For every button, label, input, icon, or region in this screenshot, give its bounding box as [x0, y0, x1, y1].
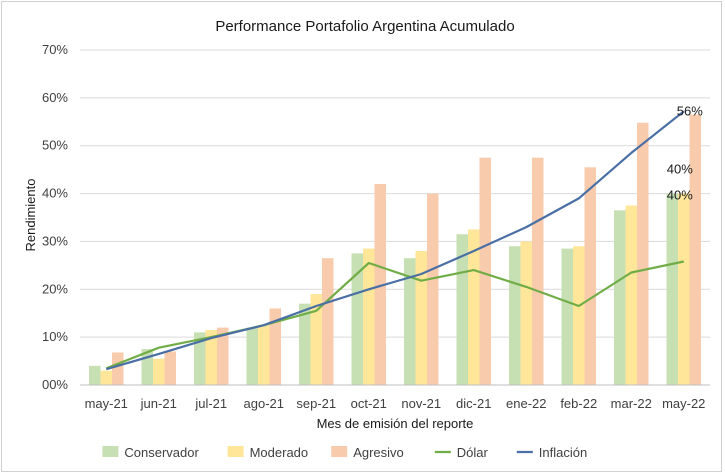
bar-conservador — [666, 193, 678, 385]
bar-conservador — [351, 253, 363, 385]
legend-label: Inflación — [539, 445, 587, 460]
bar-agresivo — [374, 184, 386, 385]
bar-agresivo — [532, 157, 544, 385]
bar-agresivo — [217, 327, 229, 385]
legend-swatch — [227, 446, 244, 457]
x-axis-title: Mes de emisión del reporte — [317, 416, 474, 431]
x-tick-label: oct-21 — [351, 396, 387, 411]
legend-label: Conservador — [124, 445, 199, 460]
x-tick-label: dic-21 — [456, 396, 491, 411]
y-tick-label: 60% — [42, 90, 68, 105]
bar-moderado — [310, 294, 322, 385]
data-labels: 56% 40% 40% — [667, 103, 703, 202]
chart-title: Performance Portafolio Argentina Acumula… — [215, 18, 514, 35]
legend-swatch — [331, 446, 348, 457]
bar-conservador — [246, 327, 258, 385]
x-tick-label: may-22 — [662, 396, 705, 411]
legend: Conservador Moderado Agresivo Dólar Inflació… — [102, 445, 587, 460]
bar-conservador — [194, 332, 206, 385]
x-tick-label: ago-21 — [244, 396, 284, 411]
x-tick-label: may-21 — [85, 396, 128, 411]
bar-conservador — [141, 349, 153, 385]
bar-conservador — [89, 365, 101, 385]
bar-moderado — [363, 248, 375, 385]
bar-agresivo — [164, 351, 176, 385]
line-dólar — [105, 260, 685, 370]
bar-agresivo — [689, 114, 701, 385]
x-tick-label: sep-21 — [296, 396, 336, 411]
data-label: 56% — [677, 103, 703, 118]
bar-agresivo — [322, 258, 334, 385]
x-tick-label: nov-21 — [401, 396, 441, 411]
x-tick-label: ene-22 — [506, 396, 546, 411]
bar-agresivo — [269, 308, 281, 385]
x-tick-label: mar-22 — [611, 396, 652, 411]
legend-label: Dólar — [457, 445, 489, 460]
bar-conservador — [561, 248, 573, 385]
bar-agresivo — [637, 122, 649, 385]
bar-agresivo — [584, 167, 596, 385]
y-tick-label: 00% — [42, 377, 68, 392]
y-tick-label: 40% — [42, 186, 68, 201]
y-axis-title: Rendimiento — [23, 179, 38, 252]
bar-conservador — [404, 258, 416, 385]
y-tick-label: 10% — [42, 329, 68, 344]
axes: 00% 10% 20% 30% 40% 50% 60% 70% may-21 jun-21 jul-… — [42, 42, 710, 411]
bar-conservador — [614, 210, 626, 385]
x-tick-label: jun-21 — [140, 396, 177, 411]
bar-moderado — [468, 229, 480, 385]
bar-moderado — [100, 370, 112, 385]
bar-moderado — [258, 325, 270, 385]
lines — [105, 110, 685, 371]
bar-moderado — [520, 241, 532, 385]
bar-moderado — [415, 251, 427, 385]
y-tick-label: 20% — [42, 281, 68, 296]
bar-conservador — [509, 246, 521, 385]
y-tick-label: 50% — [42, 138, 68, 153]
data-label: 40% — [667, 162, 693, 177]
legend-label: Agresivo — [353, 445, 404, 460]
bar-moderado — [205, 329, 217, 385]
y-tick-label: 30% — [42, 233, 68, 248]
bar-moderado — [573, 246, 585, 385]
x-tick-label: jul-21 — [194, 396, 227, 411]
bar-conservador — [456, 234, 468, 385]
bar-moderado — [625, 205, 637, 385]
bar-moderado — [678, 193, 690, 385]
legend-label: Moderado — [250, 445, 309, 460]
line-inflación — [105, 110, 685, 371]
x-tick-label: feb-22 — [560, 396, 597, 411]
data-label: 40% — [667, 188, 693, 203]
legend-swatch — [102, 446, 119, 457]
bar-agresivo — [479, 157, 491, 385]
bars — [89, 114, 701, 385]
bar-agresivo — [112, 352, 124, 385]
bar-conservador — [299, 303, 311, 385]
bar-agresivo — [427, 193, 439, 385]
y-tick-label: 70% — [42, 42, 68, 57]
bar-moderado — [153, 358, 165, 385]
